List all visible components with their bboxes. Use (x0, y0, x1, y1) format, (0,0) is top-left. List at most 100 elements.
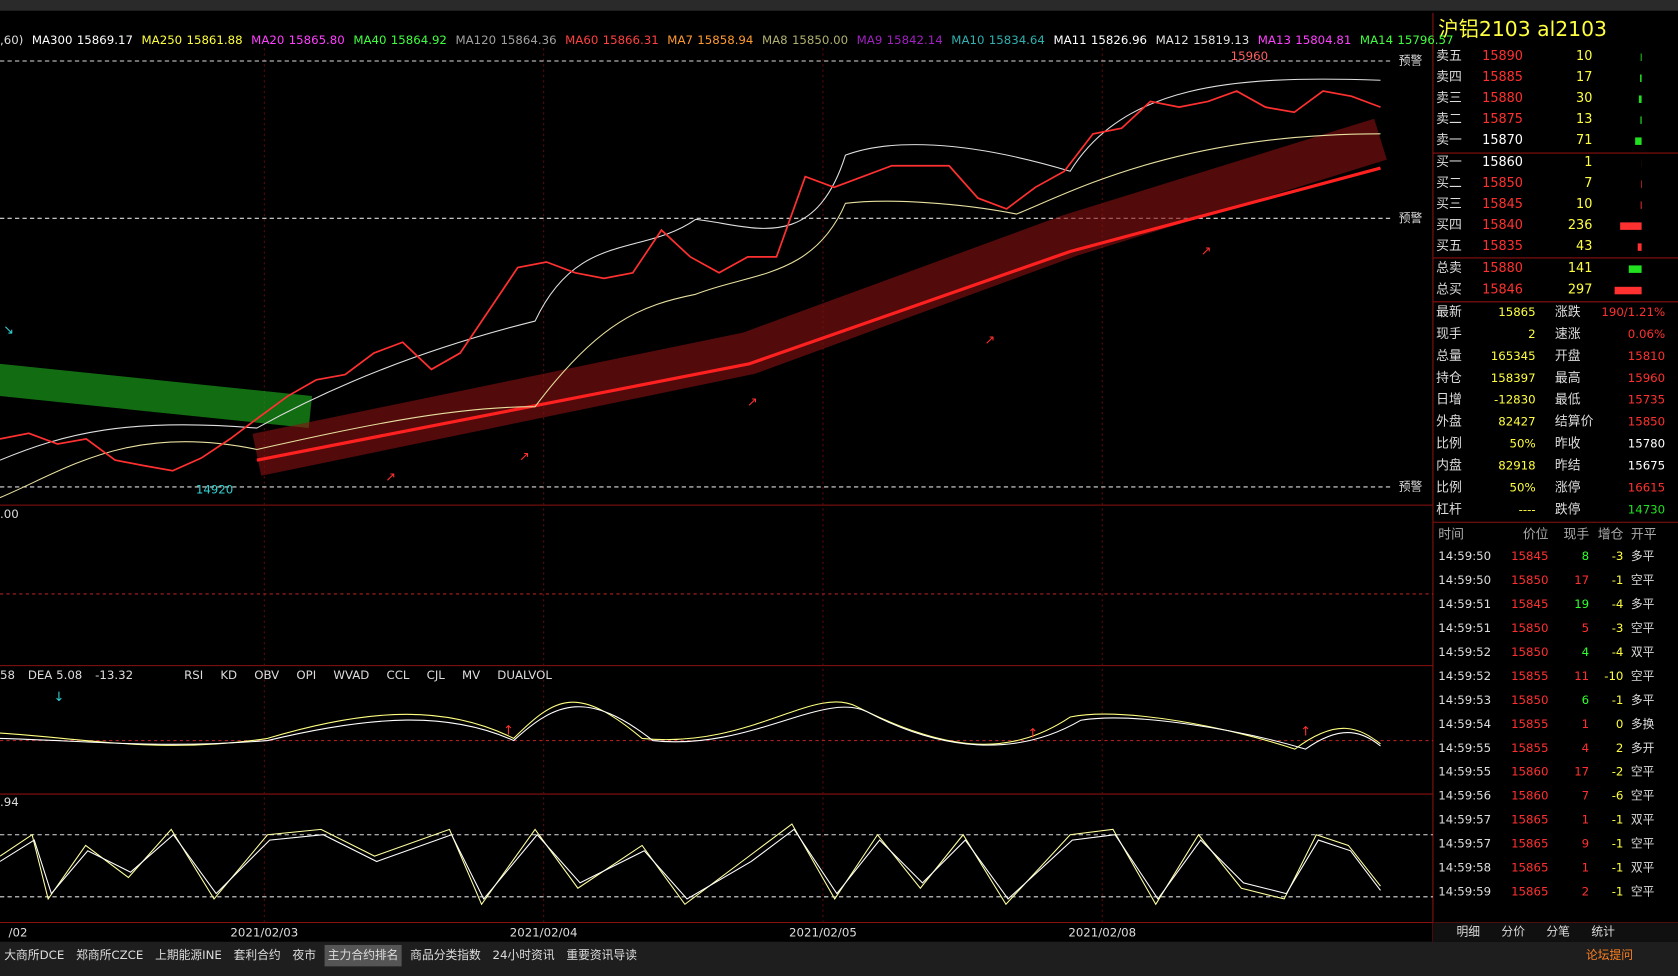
svg-text:↗: ↗ (385, 470, 396, 485)
trade-cell: 14:59:57 (1438, 813, 1491, 827)
ma-value: 15804.81 (1295, 33, 1351, 47)
ma-name: MA40 (353, 33, 386, 47)
trade-cell: 空平 (1631, 621, 1655, 635)
bottom-tab[interactable]: 商品分类指数 (410, 948, 481, 962)
book-qty: 1 (1584, 155, 1592, 170)
indicator-tab[interactable]: OPI (296, 668, 316, 682)
stat-value: 165345 (1491, 349, 1536, 363)
alert-lines (0, 60, 1433, 898)
trade-cell: 7 (1582, 789, 1589, 803)
alert-label: 预警 (1399, 211, 1423, 225)
forum-link[interactable]: 论坛提问 (1586, 948, 1633, 962)
stat-label: 比例 (1436, 480, 1462, 495)
trade-cell: 双平 (1631, 861, 1655, 875)
indicator-tab[interactable]: CJL (427, 668, 446, 682)
trade-cell: 15860 (1511, 789, 1548, 803)
side-tab[interactable]: 统计 (1591, 925, 1615, 939)
bottom-tab[interactable]: 大商所DCE (4, 948, 64, 962)
trade-cell: 9 (1582, 837, 1589, 851)
ma-name: MA10 (951, 33, 984, 47)
stat-label: 最新 (1436, 304, 1462, 320)
ma-name: MA300 (32, 33, 73, 47)
svg-text:↗: ↗ (1201, 244, 1212, 259)
trade-cell: 14:59:55 (1438, 741, 1491, 755)
stat-label: 日增 (1436, 393, 1462, 408)
trade-header: 增仓 (1598, 528, 1624, 543)
stat-value: 15960 (1628, 371, 1665, 385)
indicator-tab[interactable]: RSI (184, 668, 203, 682)
svg-text:↗: ↗ (747, 395, 758, 410)
trade-cell: 1 (1582, 861, 1589, 875)
stat-value: 190/1.21% (1601, 305, 1665, 319)
trade-cell: 8 (1582, 549, 1589, 563)
macd-label: -13.32 (95, 668, 133, 682)
book-qty: 10 (1576, 197, 1592, 212)
date-label: 2021/02/05 (789, 926, 857, 940)
side-tab[interactable]: 分笔 (1546, 925, 1570, 939)
ma-name: MA20 (251, 33, 284, 47)
ma-name: MA7 (667, 33, 693, 47)
trade-cell: 空平 (1631, 789, 1655, 803)
trade-cell: 15860 (1511, 765, 1548, 779)
trade-cell: 0 (1616, 717, 1624, 731)
indicator-tab[interactable]: KD (220, 668, 237, 682)
indicator-tab[interactable]: DUALVOL (497, 668, 552, 682)
stat-label: 昨收 (1555, 437, 1581, 452)
trade-cell: -4 (1612, 597, 1624, 611)
trade-header: 时间 (1438, 528, 1464, 543)
indicator-tab[interactable]: MV (462, 668, 480, 682)
stat-value: 82918 (1498, 459, 1535, 473)
ma-value: 15819.13 (1193, 33, 1249, 47)
trade-cell: -1 (1612, 693, 1624, 707)
trade-cell: 14:59:54 (1438, 717, 1491, 731)
ma-value: 15866.31 (603, 33, 659, 47)
bottom-tab[interactable]: 重要资讯导读 (566, 948, 637, 962)
book-label: 卖三 (1436, 91, 1462, 106)
trade-cell: 15845 (1511, 549, 1548, 563)
indicator-tab[interactable]: WVAD (333, 668, 369, 682)
book-price: 15880 (1482, 91, 1523, 106)
svg-text:↗: ↗ (985, 333, 996, 348)
ma-value: 15850.00 (792, 33, 848, 47)
stat-label: 持仓 (1436, 371, 1462, 386)
macd-label: 58 (0, 668, 15, 682)
book-price: 15835 (1482, 239, 1523, 254)
book-label: 总卖 (1436, 261, 1462, 276)
trade-cell: 15850 (1511, 645, 1548, 659)
ma-name: MA9 (857, 33, 883, 47)
alert-label: 预警 (1399, 479, 1423, 493)
stat-value: 50% (1510, 437, 1536, 451)
trade-cell: 15850 (1511, 693, 1548, 707)
high-label: 15960 (1231, 49, 1268, 63)
ma-name: MA12 (1156, 33, 1189, 47)
bottom-tab[interactable]: 主力合约排名 (328, 948, 399, 962)
bottom-tab[interactable]: 郑商所CZCE (76, 948, 143, 962)
stat-label: 杠杆 (1436, 501, 1462, 517)
stat-label: 内盘 (1436, 458, 1462, 474)
stat-value: 15780 (1628, 437, 1665, 451)
indicator-tab[interactable]: CCL (386, 668, 409, 682)
ma-value: 15864.36 (500, 33, 556, 47)
trade-cell: 15855 (1511, 741, 1548, 755)
trade-cell: -3 (1612, 549, 1624, 563)
trade-cell: 多开 (1631, 741, 1655, 755)
bottom-tab[interactable]: 夜市 (292, 948, 316, 962)
trade-cell: 14:59:50 (1438, 549, 1491, 563)
trade-cell: 14:59:51 (1438, 597, 1491, 611)
bottom-tab[interactable]: 24小时资讯 (493, 948, 555, 962)
side-tab[interactable]: 分价 (1501, 925, 1525, 939)
indicator-tab[interactable]: OBV (254, 668, 279, 682)
bottom-tab[interactable]: 套利合约 (234, 948, 281, 962)
ma-value: 15864.92 (391, 33, 447, 47)
trade-cell: 15845 (1511, 597, 1548, 611)
trade-cell: 空平 (1631, 669, 1655, 683)
stat-label: 结算价 (1555, 415, 1594, 430)
trade-cell: 多平 (1631, 549, 1655, 563)
side-tab[interactable]: 明细 (1456, 925, 1480, 939)
trade-cell: 15865 (1511, 861, 1548, 875)
trade-cell: 11 (1574, 669, 1589, 683)
book-label: 总买 (1436, 283, 1462, 298)
ma-name: MA8 (762, 33, 788, 47)
bottom-tab[interactable]: 上期能源INE (155, 948, 222, 962)
